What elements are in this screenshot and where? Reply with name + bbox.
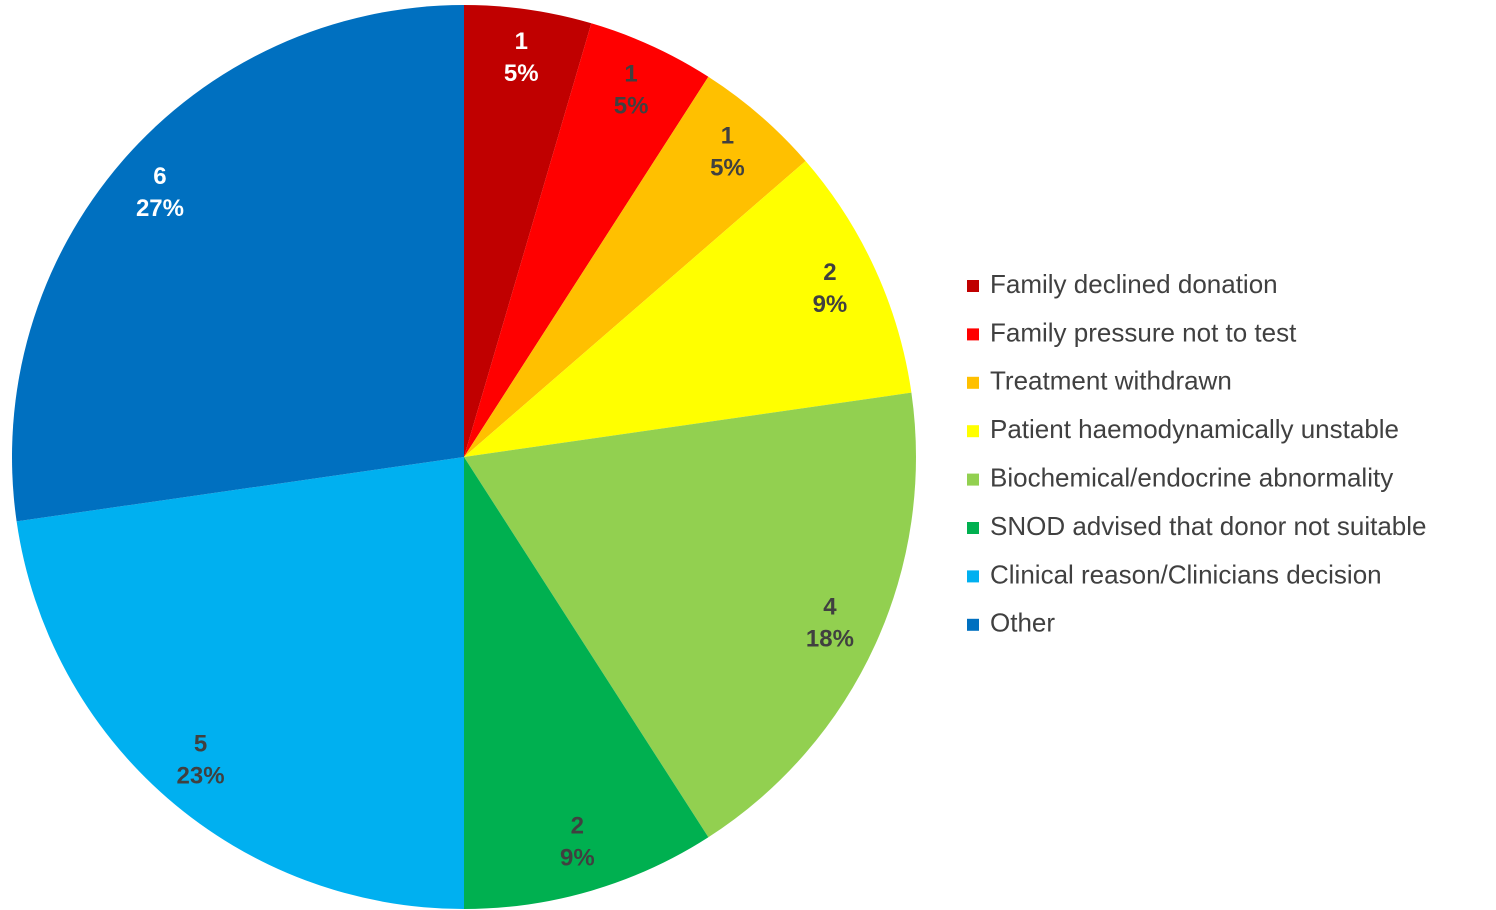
data-label: 1 xyxy=(624,60,637,87)
legend-label: Treatment withdrawn xyxy=(990,366,1232,396)
pie-slice xyxy=(464,5,592,457)
percent-label: 5% xyxy=(710,154,745,181)
percent-label: 27% xyxy=(136,195,184,222)
pie-slice xyxy=(12,5,465,522)
percent-label: 5% xyxy=(614,92,649,119)
data-label: 2 xyxy=(823,259,836,286)
data-label: 6 xyxy=(153,163,166,190)
legend-label: Family pressure not to test xyxy=(990,317,1297,347)
legend-swatch xyxy=(967,570,979,583)
legend-swatch xyxy=(967,522,979,534)
data-label: 4 xyxy=(823,593,837,620)
legend-label: Family declined donation xyxy=(990,269,1278,299)
legend-label: SNOD advised that donor not suitable xyxy=(990,511,1426,541)
legend-label: Clinical reason/Clinicians decision xyxy=(990,559,1382,589)
pie-slice xyxy=(464,23,709,458)
legend-swatch xyxy=(967,618,979,631)
legend-swatch xyxy=(967,280,979,292)
legend-label: Patient haemodynamically unstable xyxy=(990,414,1399,444)
percent-label: 5% xyxy=(504,60,539,87)
data-label: 5 xyxy=(194,730,207,757)
legend-label: Biochemical/endocrine abnormality xyxy=(990,462,1393,492)
percent-label: 23% xyxy=(177,762,225,789)
pie-slice xyxy=(464,161,912,458)
pie-slice xyxy=(464,76,806,457)
pie-slice xyxy=(464,392,916,838)
legend-swatch xyxy=(967,328,979,341)
data-label: 1 xyxy=(515,28,528,55)
percent-label: 9% xyxy=(560,844,595,871)
data-label: 1 xyxy=(721,122,734,149)
data-label: 2 xyxy=(571,812,584,839)
pie-slice xyxy=(16,457,464,909)
legend-swatch xyxy=(967,473,979,486)
legend-label: Other xyxy=(990,608,1055,638)
legend-swatch xyxy=(967,425,979,438)
percent-label: 18% xyxy=(806,625,854,652)
percent-label: 9% xyxy=(813,291,848,318)
legend-swatch xyxy=(967,376,979,389)
pie-slice xyxy=(464,457,709,909)
